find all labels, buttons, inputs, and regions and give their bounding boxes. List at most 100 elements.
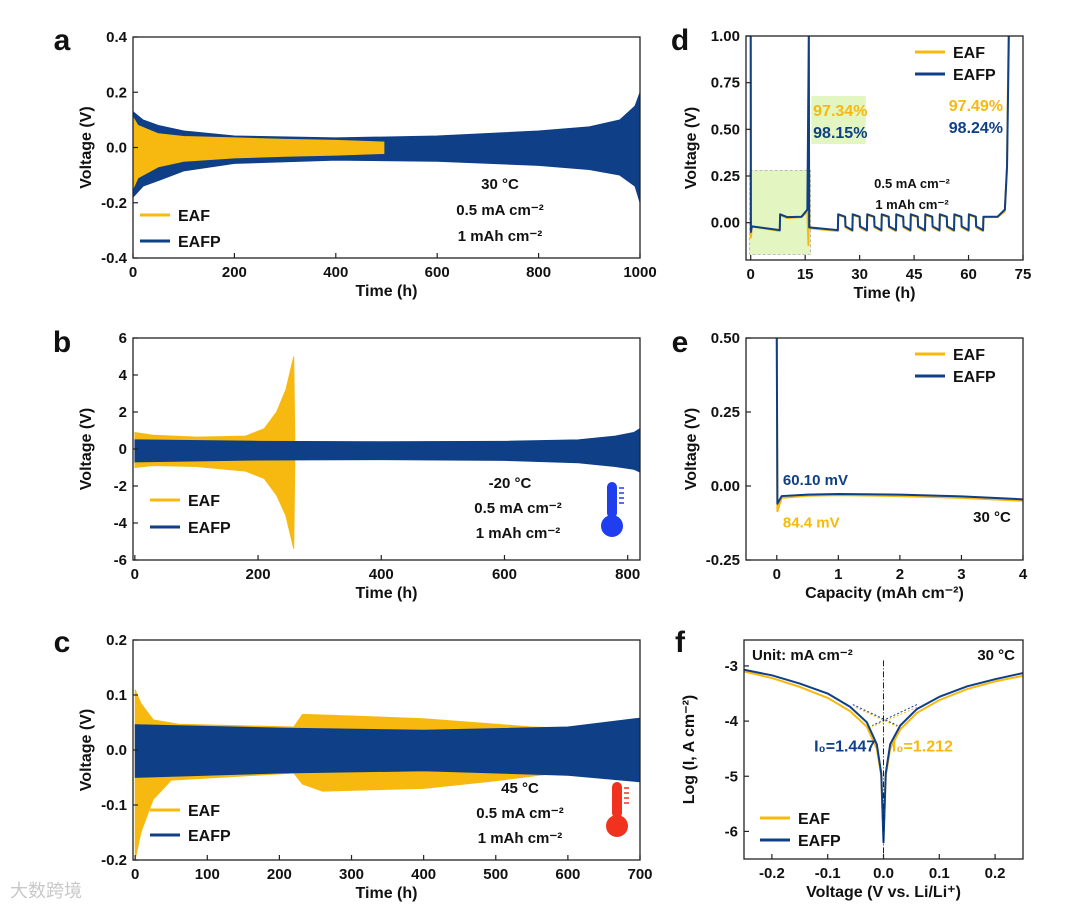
x-tick-label: 30 xyxy=(851,266,868,283)
y-tick-label: 0.75 xyxy=(711,75,740,92)
x-axis-label: Voltage (V vs. Li/Li⁺) xyxy=(806,884,961,901)
x-tick-label: 400 xyxy=(369,566,394,583)
y-tick-label: -0.4 xyxy=(101,250,128,267)
overpotential-eaf: 84.4 mV xyxy=(783,515,840,532)
x-tick-label: 3 xyxy=(957,566,965,583)
plot-area xyxy=(749,36,1010,255)
x-tick-label: 0.0 xyxy=(873,865,894,882)
y-tick-label: -0.2 xyxy=(101,195,127,212)
y-tick-label: -4 xyxy=(114,515,128,532)
legend-label-eaf: EAF xyxy=(798,811,830,828)
x-tick-label: 800 xyxy=(526,264,551,281)
series-line-eaf xyxy=(775,338,1023,513)
y-tick-label: 0.25 xyxy=(711,168,740,185)
panel-letter: d xyxy=(671,24,689,57)
x-tick-label: 75 xyxy=(1015,266,1032,283)
y-tick-label: 0.0 xyxy=(106,140,127,157)
legend-label-eaf: EAF xyxy=(188,803,220,820)
y-tick-label: 0.4 xyxy=(106,29,128,46)
y-tick-label: -6 xyxy=(725,823,738,840)
x-tick-label: 1 xyxy=(834,566,842,583)
x-tick-label: 200 xyxy=(222,264,247,281)
legend-label-eafp: EAFP xyxy=(798,833,841,850)
x-tick-label: 4 xyxy=(1019,566,1028,583)
y-tick-label: 0.25 xyxy=(711,404,740,421)
series-band-eaf xyxy=(133,116,385,190)
x-tick-label: 0.2 xyxy=(985,865,1006,882)
exchange-current-eafp: I₀=1.447 xyxy=(814,738,875,755)
x-tick-label: -0.1 xyxy=(815,865,841,882)
y-axis-label: Voltage (V) xyxy=(683,408,700,490)
annotation: 30 °C xyxy=(481,176,519,193)
annotation: 0.5 mA cm⁻² xyxy=(874,176,950,191)
highlight-box xyxy=(749,169,812,255)
x-tick-label: 1000 xyxy=(623,264,656,281)
panel-d: 0 15 30 45 60 75 0.00 0.25 0.50 0.75 1.00 Time (h) V… xyxy=(671,24,1032,302)
panel-e: 0 1 2 3 4 -0.25 0.00 0.25 0.50 Capacity (mAh cm⁻²… xyxy=(672,326,1028,602)
annotation: 0.5 mA cm⁻² xyxy=(474,500,561,517)
x-axis-label: Time (h) xyxy=(356,283,418,300)
x-tick-label: 400 xyxy=(323,264,348,281)
annotation: 1 mAh cm⁻² xyxy=(875,197,949,212)
x-tick-label: 60 xyxy=(960,266,977,283)
plot-area xyxy=(744,660,1023,859)
efficiency-first-eaf: 97.34% xyxy=(813,103,867,120)
y-tick-label: 0.50 xyxy=(711,330,740,347)
plot-area xyxy=(134,689,640,860)
thermometer-stem xyxy=(612,782,622,818)
y-tick-label: -4 xyxy=(725,713,739,730)
y-tick-label: 0.1 xyxy=(106,687,127,704)
efficiency-total-eafp: 98.24% xyxy=(949,120,1003,137)
y-axis-label: Log (I, A cm⁻²) xyxy=(681,695,698,804)
y-tick-label: 0.50 xyxy=(711,121,740,138)
x-tick-label: 200 xyxy=(267,866,292,883)
x-tick-label: 400 xyxy=(411,866,436,883)
series-line-eafp xyxy=(744,668,1023,844)
overpotential-eafp: 60.10 mV xyxy=(783,472,848,489)
annotation: -20 °C xyxy=(489,475,532,492)
x-tick-label: 700 xyxy=(627,866,652,883)
y-tick-label: -2 xyxy=(114,478,127,495)
x-tick-label: 45 xyxy=(906,266,923,283)
panel-b: 0 200 400 600 800 -6 -4 -2 0 2 4 6 Time (h) Voltage (… xyxy=(53,326,641,602)
x-axis-label: Time (h) xyxy=(356,885,418,902)
y-tick-label: 0 xyxy=(119,441,127,458)
plot-area xyxy=(134,356,640,549)
x-tick-label: 0 xyxy=(131,566,139,583)
series-band-eafp xyxy=(134,428,640,473)
watermark: 大数跨境 xyxy=(10,881,82,901)
x-tick-label: 600 xyxy=(425,264,450,281)
y-tick-label: -6 xyxy=(114,552,127,569)
legend-label-eafp: EAFP xyxy=(188,520,231,537)
series-band-eafp xyxy=(134,717,640,783)
annotation: 1 mAh cm⁻² xyxy=(478,830,563,847)
y-tick-label: 0.2 xyxy=(106,632,127,649)
annotation: 0.5 mA cm⁻² xyxy=(456,202,543,219)
series-line-eafp xyxy=(749,36,1010,233)
annotation: Unit: mA cm⁻² xyxy=(752,647,853,664)
annotation: 0.5 mA cm⁻² xyxy=(476,805,563,822)
x-tick-label: 2 xyxy=(896,566,904,583)
y-tick-label: 0.00 xyxy=(711,215,740,232)
x-axis-label: Time (h) xyxy=(356,585,418,602)
panel-letter: b xyxy=(53,326,71,359)
legend-label-eaf: EAF xyxy=(953,347,985,364)
y-tick-label: -3 xyxy=(725,658,738,675)
x-tick-label: 200 xyxy=(246,566,271,583)
panel-f: -0.2 -0.1 0.0 0.1 0.2 -6 -5 -4 -3 Voltage (V vs. … xyxy=(675,626,1024,901)
x-tick-label: 0 xyxy=(773,566,781,583)
legend-label-eafp: EAFP xyxy=(953,67,996,84)
panel-letter: e xyxy=(672,326,689,359)
thermometer-bulb xyxy=(606,815,628,837)
x-tick-label: 600 xyxy=(492,566,517,583)
efficiency-first-eafp: 98.15% xyxy=(813,125,867,142)
annotation: 45 °C xyxy=(501,780,539,797)
y-axis-label: Voltage (V) xyxy=(78,106,95,188)
x-tick-label: 0 xyxy=(131,866,139,883)
legend-label-eaf: EAF xyxy=(188,493,220,510)
panel-c: 0 100 200 300 400 500 600 700 -0.2 -0.1 0.0 0.1 0.2 T… xyxy=(54,626,653,902)
thermometer-bulb xyxy=(601,515,623,537)
y-tick-label: -5 xyxy=(725,768,738,785)
y-axis-label: Voltage (V) xyxy=(78,408,95,490)
